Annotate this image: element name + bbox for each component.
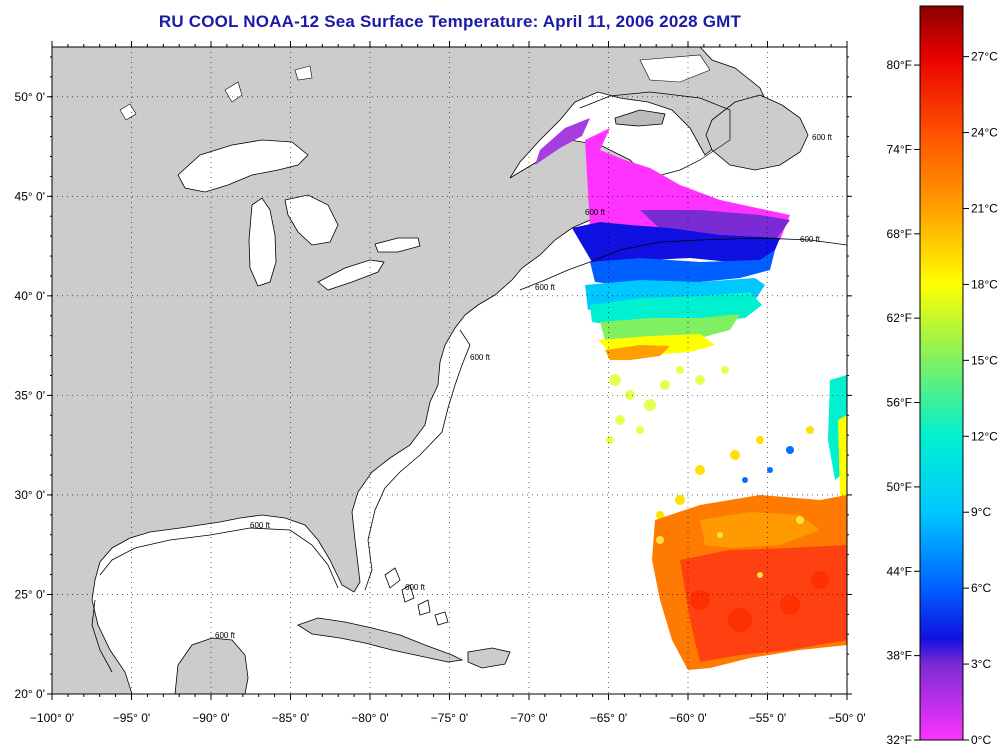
colorbar-c-label: 24°C [971,126,998,140]
colorbar-c-label: 0°C [971,733,991,747]
lon-tick-label: −65° 0' [590,711,627,725]
land-bahamas [384,567,449,626]
lake-erie [317,259,385,291]
colorbar [919,5,964,741]
lon-tick-label: −85° 0' [272,711,309,725]
lon-tick-label: −50° 0' [828,711,865,725]
stlawrence-shelf [579,91,731,179]
colorbar-f-label: 62°F [887,311,912,325]
lon-tick-label: −90° 0' [192,711,229,725]
colorbar-c-label: 15°C [971,353,998,367]
lake-huron [284,194,339,246]
lon-tick-label: −100° 0' [30,711,74,725]
contour-label-gulf-maine: 600 ft [585,208,606,217]
map-title: RU COOL NOAA-12 Sea Surface Temperature:… [158,12,742,31]
colorbar-f-label: 38°F [887,649,912,663]
map-content: 600 ft 600 ft 600 ft 600 ft 600 ft 600 f… [52,47,847,694]
sst-field [535,118,847,670]
great-lakes [177,139,421,291]
land-yucatan [174,637,249,694]
colorbar-f-label: 32°F [887,733,912,747]
lon-tick-label: −75° 0' [431,711,468,725]
lat-tick-label: 20° 0' [15,687,45,701]
lat-tick-label: 30° 0' [15,488,45,502]
land-hispaniola [467,647,511,669]
colorbar-c-label: 6°C [971,581,991,595]
lon-tick-label: −70° 0' [510,711,547,725]
colorbar-c-label: 18°C [971,277,998,291]
contour-label-east: 600 ft [800,235,821,244]
lake-ontario [374,237,421,253]
land-newfoundland [705,94,809,171]
colorbar-c-label: 3°C [971,657,991,671]
colorbar-f-label: 50°F [887,480,912,494]
lat-tick-label: 35° 0' [15,388,45,402]
contour-label-gulf: 600 ft [250,521,271,530]
lon-tick-label: −95° 0' [113,711,150,725]
lon-tick-label: −60° 0' [669,711,706,725]
colorbar-f-label: 80°F [887,58,912,72]
lat-tick-label: 25° 0' [15,587,45,601]
colorbar-f-label: 56°F [887,396,912,410]
contour-label-ne: 600 ft [535,283,556,292]
lake-superior [177,139,309,193]
colorbar-c-label: 27°C [971,50,998,64]
contour-label-midatlantic: 600 ft [470,353,491,362]
colorbar-c-label: 12°C [971,429,998,443]
lat-tick-label: 45° 0' [15,189,45,203]
colorbar-f-label: 44°F [887,564,912,578]
colorbar-f-label: 74°F [887,142,912,156]
lon-tick-label: −80° 0' [351,711,388,725]
shelf-contour [519,237,847,291]
lake-michigan [248,197,277,287]
lon-tick-label: −55° 0' [749,711,786,725]
colorbar-labels: 27°C 24°C 21°C 18°C 15°C 12°C 9°C 6°C 3°C 0°C 80°F… [887,50,999,747]
contour-label-yucatan: 600 ft [215,631,236,640]
colorbar-c-label: 9°C [971,505,991,519]
land-anticosti [614,109,666,127]
lat-tick-label: 50° 0' [15,90,45,104]
lat-tick-label: 40° 0' [15,289,45,303]
contour-label-newfoundland: 600 ft [812,133,833,142]
land-cuba [297,617,464,663]
contour-label-bahamas: 600 ft [405,583,426,592]
axis-ticks: 50° 0' 45° 0' 40° 0' 35° 0' 30° 0' 25° 0' 20° … [15,41,866,725]
colorbar-c-label: 21°C [971,201,998,215]
colorbar-f-label: 68°F [887,227,912,241]
